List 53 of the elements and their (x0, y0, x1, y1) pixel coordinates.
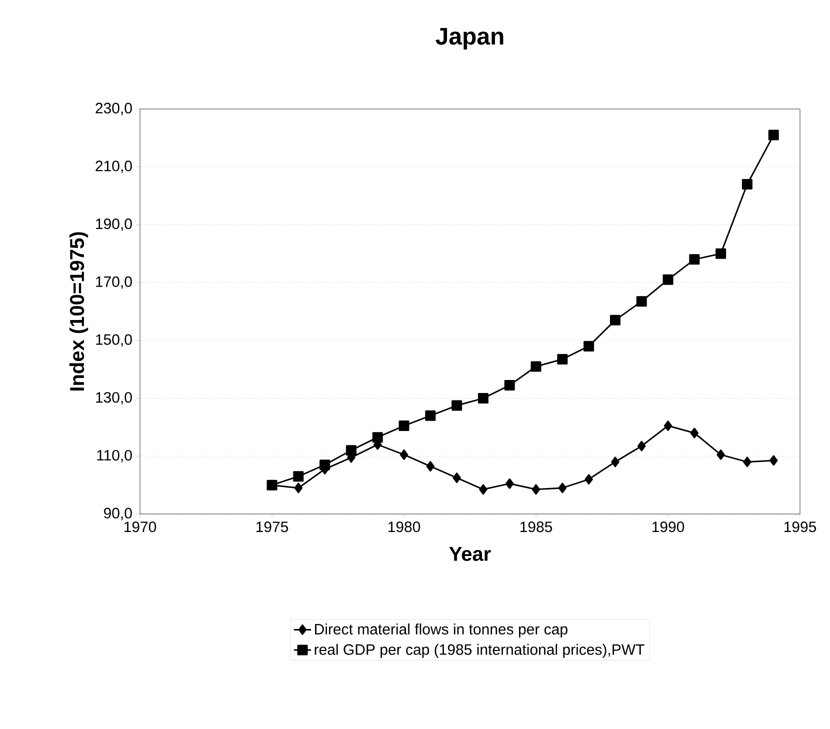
y-tick-label: 170,0 (96, 276, 132, 289)
point (743, 456, 752, 468)
chart-title: Japan (436, 28, 504, 50)
y-tick-label: 210,0 (96, 160, 132, 174)
point (716, 248, 726, 259)
point (426, 461, 435, 472)
legend-label: real GDP per cap (1985 international prices),PWT (314, 644, 644, 658)
point (584, 340, 594, 352)
point (398, 420, 410, 432)
point (662, 274, 674, 285)
point (558, 482, 567, 494)
legend-label: Direct material flows in tonnes per cap (315, 624, 568, 638)
point (400, 449, 408, 460)
y-tick-label: 130,0 (96, 392, 132, 404)
y-tick-label: 90,0 (104, 508, 132, 520)
point (293, 471, 304, 482)
point (742, 178, 752, 190)
y-tick-label: 110,0 (97, 450, 132, 462)
point (372, 432, 383, 443)
x-axis-title: Year (449, 547, 491, 561)
x-tick-label: 1995 (784, 522, 816, 532)
point (716, 449, 725, 460)
point (769, 455, 778, 466)
point (479, 484, 488, 495)
point (584, 474, 593, 485)
point (636, 296, 647, 307)
y-tick-label: 230,0 (96, 102, 132, 116)
point (768, 130, 779, 140)
point (530, 361, 542, 372)
x-tick-label: 1990 (652, 522, 684, 532)
point (637, 440, 646, 452)
y-axis-title: Index (100=1975) (69, 232, 88, 390)
point (611, 456, 620, 468)
point (690, 428, 699, 438)
point (557, 354, 568, 364)
point (610, 314, 620, 326)
point (478, 393, 488, 404)
point (505, 478, 514, 489)
point (532, 484, 540, 495)
x-tick-label: 1970 (124, 522, 156, 532)
point (452, 400, 462, 411)
point (346, 445, 356, 456)
point (294, 482, 303, 494)
point (425, 410, 436, 421)
x-tick-label: 1975 (256, 522, 288, 532)
point (504, 380, 515, 391)
x-tick-label: 1980 (388, 522, 420, 532)
x-tick-label: 1985 (520, 522, 552, 532)
y-tick-label: 190,0 (96, 218, 132, 231)
point (664, 420, 672, 432)
point (452, 472, 461, 484)
y-tick-label: 150,0 (96, 334, 132, 347)
point (689, 254, 700, 265)
